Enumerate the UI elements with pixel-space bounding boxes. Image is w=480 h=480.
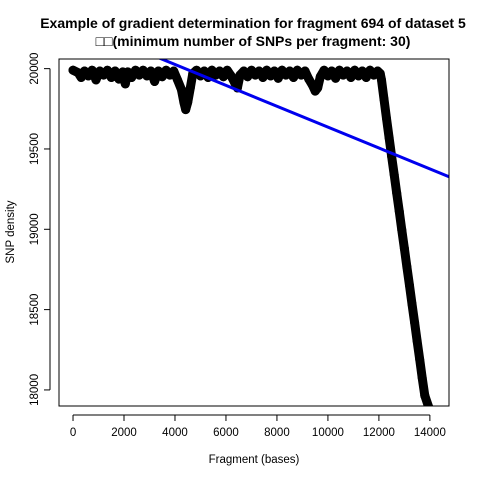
data-point xyxy=(427,408,436,417)
data-point xyxy=(120,79,130,89)
data-point xyxy=(402,262,412,272)
y-tick-label: 18500 xyxy=(29,294,41,326)
data-point xyxy=(405,281,414,290)
data-point xyxy=(102,65,112,75)
data-point xyxy=(327,66,337,76)
data-point xyxy=(407,299,417,309)
x-tick-label: 12000 xyxy=(363,427,395,439)
data-point xyxy=(114,74,124,84)
data-point xyxy=(361,73,371,82)
data-point xyxy=(412,336,422,346)
x-tick-label: 10000 xyxy=(312,427,344,439)
y-axis-label: SNP density xyxy=(5,200,17,263)
data-point xyxy=(392,188,402,198)
data-point xyxy=(415,354,425,364)
data-point xyxy=(150,77,160,86)
data-point xyxy=(399,244,409,254)
data-point xyxy=(384,133,394,143)
chart-title: Example of gradient determination for fr… xyxy=(40,15,466,31)
data-point xyxy=(410,318,420,327)
data-point xyxy=(377,75,386,85)
x-tick-label: 14000 xyxy=(414,427,446,439)
data-point xyxy=(429,413,438,422)
data-point xyxy=(394,207,404,217)
data-point xyxy=(424,402,434,406)
x-tick-label: 8000 xyxy=(264,427,290,439)
data-point xyxy=(389,170,399,180)
x-axis: 0 2000 4000 6000 8000 10000 12000 14000 xyxy=(70,414,446,439)
data-point xyxy=(185,83,195,93)
data-point xyxy=(87,65,97,75)
data-point xyxy=(420,391,430,401)
fit-line-layer xyxy=(157,59,449,179)
data-point xyxy=(289,73,298,82)
data-point xyxy=(346,73,356,82)
x-axis-label: Fragment (bases) xyxy=(209,454,300,466)
data-point xyxy=(258,73,268,82)
x-tick-label: 4000 xyxy=(162,427,188,439)
x-tick-label: 2000 xyxy=(111,427,137,439)
scatter-points xyxy=(68,65,438,422)
data-point xyxy=(176,85,186,94)
data-point xyxy=(273,73,283,83)
data-point xyxy=(315,72,325,82)
data-point xyxy=(157,72,167,82)
series-0-band xyxy=(68,65,434,406)
data-point xyxy=(269,66,279,76)
data-point xyxy=(313,83,323,93)
gradient-fit-line xyxy=(157,59,449,179)
data-point xyxy=(243,72,253,82)
data-point xyxy=(127,73,137,82)
data-point xyxy=(397,225,407,235)
data-point xyxy=(331,73,341,83)
y-tick-label: 19000 xyxy=(29,213,41,245)
data-point xyxy=(285,66,295,76)
data-point xyxy=(91,75,101,85)
data-point xyxy=(254,66,264,76)
data-point xyxy=(382,113,391,123)
data-point xyxy=(357,66,367,76)
data-point xyxy=(173,75,182,85)
data-point xyxy=(146,66,156,76)
y-tick-label: 19500 xyxy=(29,133,41,165)
data-point xyxy=(342,66,352,76)
data-point xyxy=(226,71,236,81)
y-tick-label: 18000 xyxy=(29,374,41,406)
y-axis: 18000 18500 19000 19500 20000 xyxy=(29,53,51,406)
x-tick-label: 6000 xyxy=(213,427,239,439)
x-tick-label: 0 xyxy=(70,427,76,439)
data-point xyxy=(183,97,193,107)
data-point xyxy=(199,66,209,76)
data-point xyxy=(300,66,310,76)
data-point xyxy=(169,66,179,76)
data-point xyxy=(417,373,427,383)
data-point xyxy=(110,66,120,76)
plot-frame xyxy=(58,58,450,407)
data-point xyxy=(106,73,116,82)
data-point xyxy=(218,72,228,82)
data-point xyxy=(379,94,389,104)
data-point xyxy=(181,105,191,115)
y-tick-label: 20000 xyxy=(29,53,41,85)
chart-subtitle: □□(minimum number of SNPs per fragment: … xyxy=(96,33,411,49)
